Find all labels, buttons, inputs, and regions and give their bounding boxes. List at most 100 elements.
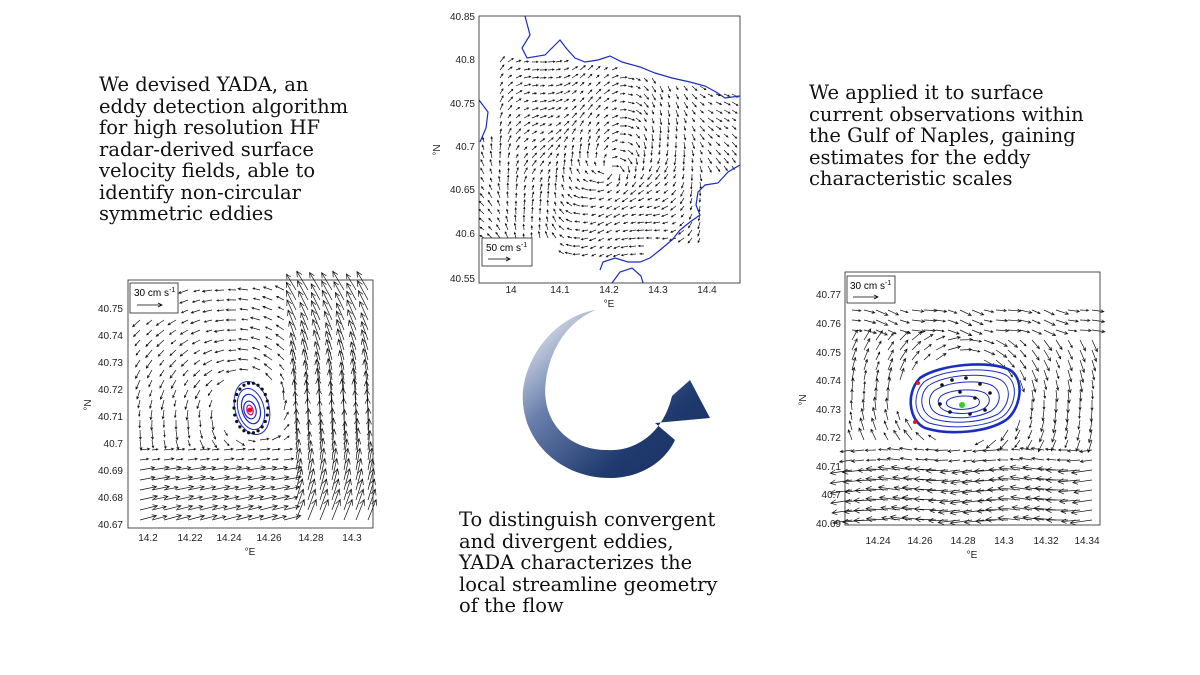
current-arrow (680, 213, 685, 218)
current-arrow (613, 221, 621, 225)
current-arrow (515, 75, 523, 79)
current-arrow (997, 495, 1021, 502)
current-arrow (699, 133, 705, 141)
current-arrow (691, 85, 698, 92)
current-arrow (355, 457, 363, 481)
current-arrow (310, 300, 321, 321)
current-arrow (643, 109, 648, 116)
application-line: characteristic scales (809, 167, 1013, 190)
current-arrow (635, 149, 640, 158)
current-arrow (572, 203, 581, 207)
current-arrow (579, 120, 584, 127)
eddy-point (235, 419, 239, 424)
right-xlabel: °E (967, 550, 978, 561)
current-arrow (354, 427, 361, 451)
current-arrow (355, 447, 362, 471)
current-arrow (566, 227, 573, 231)
current-arrow (886, 446, 901, 451)
current-arrow (999, 439, 1009, 450)
current-arrow (611, 67, 618, 71)
current-arrow (582, 213, 589, 216)
current-arrow (1091, 349, 1098, 363)
current-arrow (180, 309, 189, 314)
coastline-west (478, 99, 489, 143)
current-arrow (561, 193, 565, 199)
current-arrow (489, 184, 493, 191)
current-arrow (499, 88, 504, 95)
y-tick: 40.65 (450, 185, 475, 196)
current-arrow (715, 133, 721, 138)
current-arrow (571, 151, 574, 159)
eddy-point (251, 431, 256, 435)
right-eddy-points (938, 376, 992, 416)
current-arrow (522, 233, 525, 239)
current-arrow (594, 161, 597, 167)
current-arrow (698, 197, 702, 203)
current-arrow (590, 213, 597, 216)
y-tick: 40.85 (450, 12, 475, 23)
current-arrow (627, 109, 636, 113)
x-tick: 14.28 (298, 533, 323, 544)
current-arrow (507, 96, 514, 103)
current-arrow (565, 210, 573, 215)
y-tick: 40.7 (456, 142, 476, 153)
current-arrow (247, 465, 267, 471)
current-arrow (252, 287, 261, 291)
current-arrow (1067, 339, 1073, 349)
current-arrow (523, 129, 530, 135)
current-arrow (259, 447, 271, 451)
current-arrow (962, 509, 985, 515)
current-arrow (481, 186, 485, 191)
current-arrow (507, 151, 511, 159)
cycle-arrow-body (522, 310, 710, 478)
current-arrow (291, 378, 298, 401)
current-arrow (619, 76, 628, 79)
current-arrow (499, 120, 502, 127)
current-arrow (563, 82, 572, 87)
y-tick: 40.8 (456, 55, 476, 66)
top-scale-box: 50 cm s-1 (481, 237, 533, 267)
current-arrow (625, 181, 629, 187)
current-arrow (596, 181, 605, 184)
current-arrow (913, 496, 937, 503)
current-arrow (650, 157, 653, 164)
current-arrow (321, 289, 333, 311)
current-arrow (1019, 319, 1032, 324)
current-arrow (1057, 488, 1081, 495)
current-arrow (995, 328, 1010, 333)
current-arrow (531, 206, 534, 215)
current-arrow (680, 205, 685, 211)
current-arrow (619, 100, 626, 103)
current-arrow (151, 505, 167, 511)
y-tick: 40.71 (98, 412, 123, 423)
current-arrow (283, 435, 290, 441)
current-arrow (949, 499, 973, 506)
svg-text:30 cm s-1: 30 cm s-1 (850, 280, 891, 292)
current-arrow (559, 234, 565, 239)
eddy-point (260, 425, 264, 429)
current-arrow (661, 213, 669, 217)
current-arrow (644, 221, 653, 224)
current-arrow (855, 477, 877, 484)
x-tick: 14.26 (907, 536, 932, 547)
current-arrow (1043, 329, 1057, 336)
eddy-point (988, 391, 992, 395)
current-arrow (983, 319, 993, 323)
current-arrow (715, 165, 721, 173)
current-arrow (691, 133, 696, 141)
current-arrow (683, 93, 689, 101)
current-arrow (635, 77, 641, 81)
current-arrow (283, 447, 294, 451)
current-arrow (523, 91, 531, 95)
current-arrow (995, 308, 1008, 313)
current-arrow (1089, 409, 1094, 423)
current-arrow (1041, 409, 1045, 422)
current-arrow (707, 93, 714, 97)
current-arrow (643, 141, 647, 150)
top-plot-frame (478, 15, 741, 284)
current-arrow (531, 130, 538, 135)
current-arrow (346, 299, 357, 321)
current-arrow (139, 475, 156, 481)
current-arrow (1079, 318, 1091, 322)
y-tick: 40.55 (450, 274, 475, 285)
